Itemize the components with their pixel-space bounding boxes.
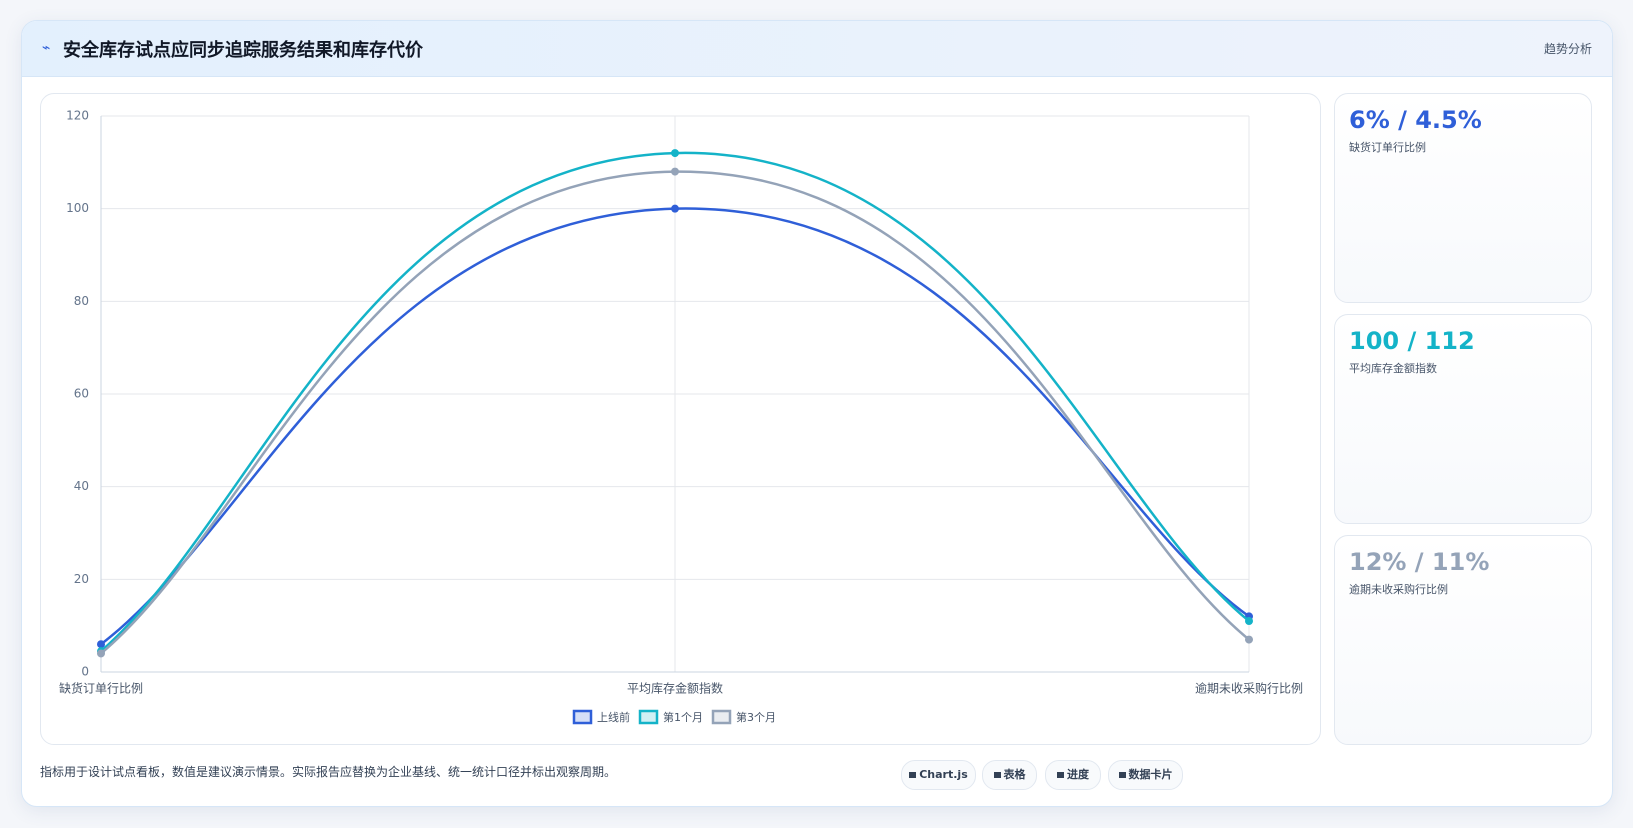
legend-swatch: [572, 709, 593, 725]
legend: 上线前 第1个月 第3个月: [572, 709, 776, 725]
data-point: [671, 167, 679, 176]
data-point: [1245, 617, 1253, 626]
legend-label: 第1个月: [663, 710, 703, 724]
stat-label: 缺货订单行比例: [1349, 141, 1426, 154]
stat-value: 6% / 4.5%: [1349, 106, 1482, 134]
y-tick-label: 120: [66, 109, 89, 123]
x-tick-label: 平均库存金额指数: [627, 681, 723, 696]
stat-value: 100 / 112: [1349, 327, 1475, 355]
header-title: 安全库存试点应同步追踪服务结果和库存代价: [63, 40, 423, 61]
legend-swatch: [711, 709, 732, 725]
header-action[interactable]: 趋势分析: [1543, 42, 1592, 56]
stat-card: 100 / 112 平均库存金额指数: [1334, 314, 1592, 524]
chart: 0 20 40 60 80 100 120 缺货订单行比例 平均库存金额指数 逾期未收采购行比例上…: [59, 109, 1303, 725]
y-tick-label: 40: [74, 479, 89, 493]
chip-label: Chart.js: [919, 768, 968, 781]
y-tick-label: 60: [74, 387, 89, 401]
data-point: [671, 204, 679, 213]
chip-button[interactable]: Chart.js: [901, 760, 976, 790]
legend-label: 第3个月: [736, 710, 776, 724]
chart-panel: 0 20 40 60 80 100 120 缺货订单行比例 平均库存金额指数 逾期未收采购行比例上…: [40, 93, 1321, 745]
x-tick-label: 缺货订单行比例: [59, 681, 143, 696]
stat-label: 逾期未收采购行比例: [1349, 583, 1448, 596]
stat-label: 平均库存金额指数: [1349, 362, 1437, 375]
chip-button[interactable]: 进度: [1045, 760, 1101, 790]
y-tick-label: 20: [74, 572, 89, 586]
footer-note: 指标用于设计试点看板，数值是建议演示情景。实际报告应替换为企业基线、统一统计口径…: [40, 765, 617, 779]
data-point: [1245, 635, 1253, 644]
stat-card: 12% / 11% 逾期未收采购行比例: [1334, 535, 1592, 745]
data-point: [97, 640, 105, 649]
y-tick-label: 100: [66, 201, 89, 215]
y-tick-label: 0: [81, 665, 89, 679]
legend-swatch: [638, 709, 659, 725]
chip-label: 数据卡片: [1128, 768, 1173, 781]
chip-button[interactable]: 数据卡片: [1108, 760, 1183, 790]
chip-button[interactable]: 表格: [982, 760, 1037, 790]
y-tick-label: 80: [74, 294, 89, 308]
data-point: [97, 649, 105, 658]
chip-label: 表格: [1003, 768, 1026, 781]
header: ⌁ 安全库存试点应同步追踪服务结果和库存代价 趋势分析: [22, 21, 1612, 77]
x-tick-label: 逾期未收采购行比例: [1195, 681, 1303, 696]
legend-label: 上线前: [597, 710, 630, 724]
stat-card: 6% / 4.5% 缺货订单行比例: [1334, 93, 1592, 303]
data-point: [671, 149, 679, 158]
header-icon: ⌁: [42, 40, 51, 56]
stat-value: 12% / 11%: [1349, 548, 1490, 576]
chip-label: 进度: [1067, 768, 1089, 781]
